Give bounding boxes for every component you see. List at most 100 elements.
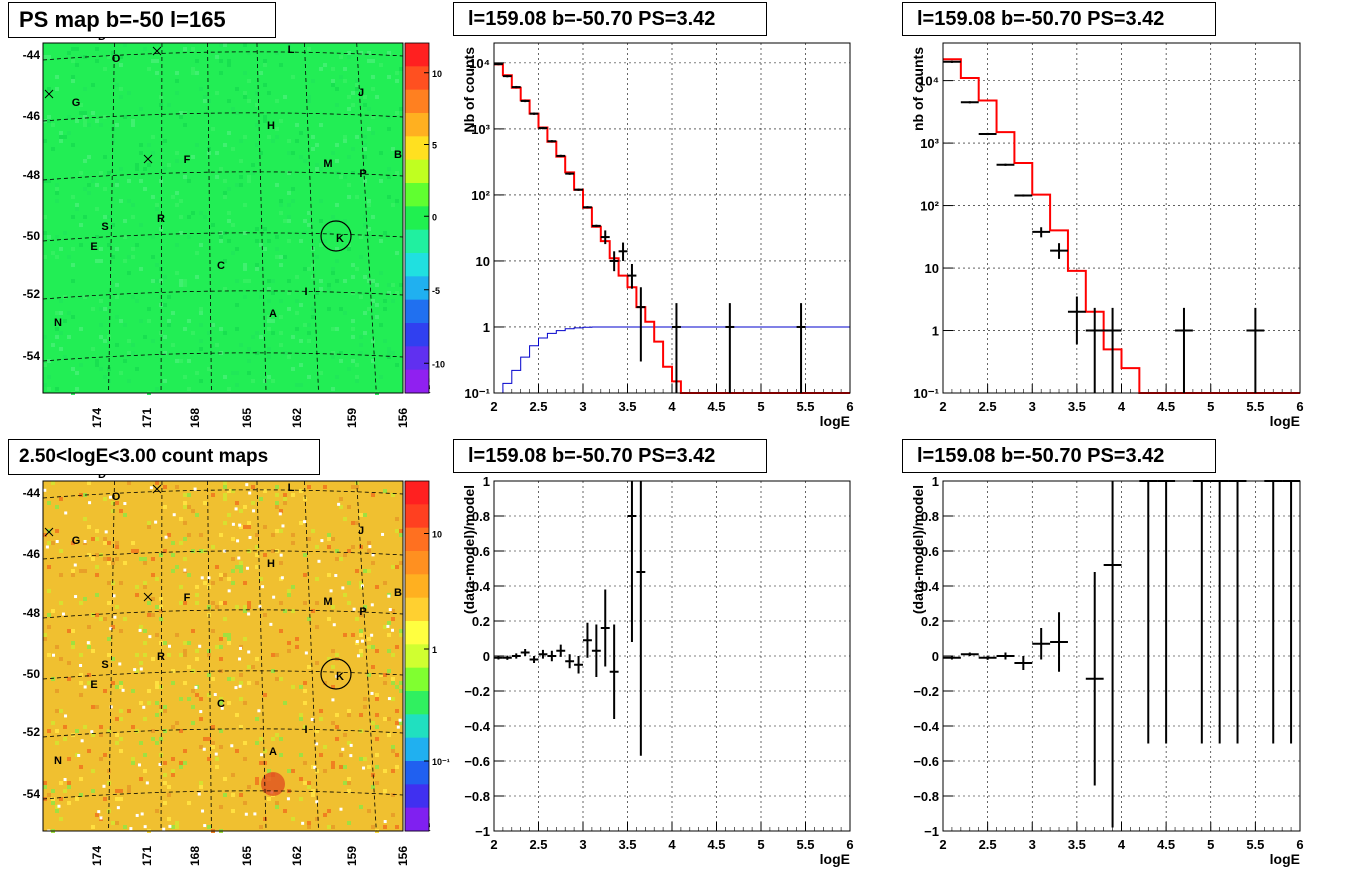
significance-map-pixel [347,155,351,159]
count-map-pixel [379,673,383,677]
significance-map-pixel [147,271,151,275]
significance-map-pixel [351,327,355,331]
significance-map-pixel [99,123,103,127]
y-tick-label: 10⁴ [469,56,490,71]
count-map-pixel [331,721,335,725]
count-map-pixel [243,637,247,641]
significance-map-pixel [163,139,167,143]
significance-map-pixel [147,163,151,167]
count-map-pixel [263,613,267,617]
significance-map-pixel [271,379,275,383]
significance-map-pixel [55,183,59,187]
count-map-pixel [151,729,155,733]
count-map-pixel [399,761,403,765]
count-map-pixel [223,633,227,637]
significance-map-pixel [223,179,227,183]
significance-map-pixel [115,315,119,319]
count-map-lon-tick-label: 171 [140,846,154,866]
significance-map-pixel [147,67,151,71]
count-map-pixel [287,565,291,569]
significance-map-pixel [107,267,111,271]
significance-map-pixel [83,115,87,119]
count-map-pixel [167,785,171,789]
significance-map-pixel [155,59,159,63]
count-map-source-label-a: A [269,746,277,758]
significance-map-pixel [123,359,127,363]
count-map-pixel [311,793,315,797]
significance-map-pixel [207,43,211,47]
significance-map-lat-tick-label: -50 [23,229,41,243]
count-map-pixel [231,569,235,573]
significance-map-pixel [167,103,171,107]
count-map-empty-pixel [213,693,217,697]
significance-map-pixel [399,67,403,71]
y-tick-label: −0.8 [464,789,490,804]
count-map-pixel [367,561,371,565]
significance-map-pixel [191,211,195,215]
significance-map-pixel [103,115,107,119]
significance-map-pixel [59,135,63,139]
count-map-pixel [171,557,175,561]
count-map-pixel [103,541,107,545]
count-map-pixel [347,741,351,745]
significance-map-pixel [263,63,267,67]
count-map-pixel [147,657,151,661]
count-map-pixel [247,521,251,525]
significance-map-pixel [339,259,343,263]
significance-map-pixel [211,127,215,131]
count-map-pixel [175,565,179,569]
count-map-pixel [303,553,307,557]
count-map-pixel [115,685,119,689]
count-map-pixel [303,689,307,693]
significance-map-pixel [131,119,135,123]
count-map-lat-tick-label: -52 [23,725,41,739]
significance-map-pixel [91,83,95,87]
count-map-lat-tick-label: -44 [23,486,41,500]
count-map-pixel [171,725,175,729]
count-map-source-label-b: B [394,587,402,599]
count-map-pixel [139,777,143,781]
count-map-pixel [207,825,211,829]
significance-map-pixel [351,171,355,175]
significance-map-pixel [119,167,123,171]
count-map-pixel [223,777,227,781]
significance-map-pixel [235,311,239,315]
significance-map-pixel [115,83,119,87]
count-map-pixel [379,605,383,609]
significance-map-pixel [83,63,87,67]
count-map-pixel [119,685,123,689]
significance-map-pixel [47,375,51,379]
count-map-pixel [287,769,291,773]
significance-map-pixel [315,255,319,259]
y-tick-label: 10² [920,199,939,214]
significance-map-pixel [83,87,87,91]
significance-map-pixel [279,299,283,303]
count-map-pixel [383,825,387,829]
significance-map-pixel [395,363,399,367]
count-map-pixel [343,765,347,769]
count-map-pixel [307,781,311,785]
count-map-pixel [219,637,223,641]
significance-map-pixel [287,151,291,155]
significance-map-pixel [343,219,347,223]
significance-map-pixel [331,215,335,219]
significance-map-pixel [139,179,143,183]
count-map-pixel [239,625,243,629]
x-tick-label: 5.5 [1246,837,1264,852]
count-map-pixel [87,645,91,649]
significance-map-pixel [367,59,371,63]
count-map-pixel [239,673,243,677]
count-map-pixel [71,573,75,577]
significance-map-pixel [171,343,175,347]
count-map-empty-pixel [64,714,68,718]
significance-map-pixel [127,339,131,343]
y-tick-label: 10⁻¹ [913,386,939,401]
count-map-pixel [259,577,263,581]
significance-map-pixel [307,323,311,327]
count-map-pixel [327,545,331,549]
count-map-pixel [287,597,291,601]
count-map-pixel [239,677,243,681]
significance-map-pixel [215,151,219,155]
count-map-pixel [211,601,215,605]
significance-map-pixel [87,155,91,159]
